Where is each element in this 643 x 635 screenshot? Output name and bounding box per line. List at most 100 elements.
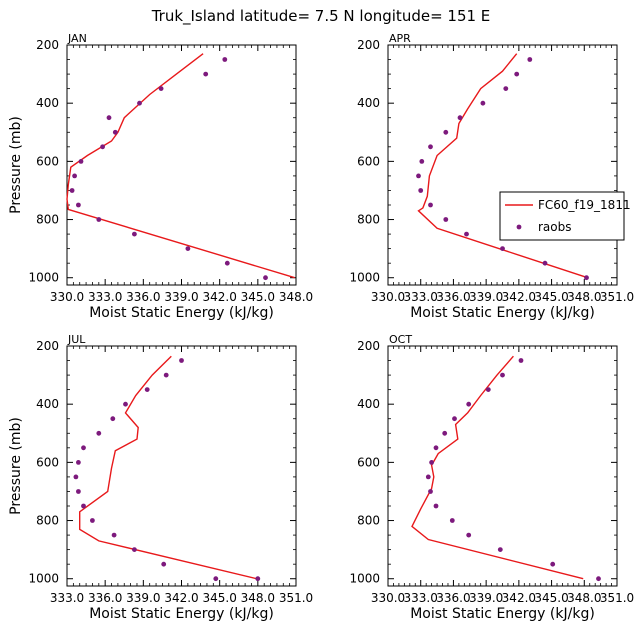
y-tick-label-apr-1: 400 <box>357 96 380 110</box>
data-point-raobs-apr-0 <box>527 57 533 62</box>
x-tick-label-oct-5: 345.0 <box>534 591 568 605</box>
x-axis-label-jan: Moist Static Energy (kJ/kg) <box>89 305 274 321</box>
data-point-raobs-oct-13 <box>497 547 503 552</box>
y-tick-label-jan-1: 400 <box>36 96 59 110</box>
x-tick-label-oct-6: 348.0 <box>567 591 601 605</box>
data-point-raobs-apr-3 <box>480 100 486 106</box>
data-point-raobs-jul-8 <box>73 474 79 480</box>
data-point-raobs-jul-14 <box>161 561 167 567</box>
data-point-raobs-apr-15 <box>584 275 589 281</box>
x-tick-label-jan-2: 336.0 <box>126 290 160 304</box>
x-tick-label-oct-3: 339.0 <box>469 591 503 605</box>
y-tick-label-jul-3: 800 <box>36 514 59 528</box>
data-point-raobs-jan-6 <box>100 144 105 150</box>
x-tick-label-apr-2: 336.0 <box>436 290 470 304</box>
panel-jan: JAN 330.0 333.0 336.0 339.0 342.0 345.0 348.0 20… <box>8 32 313 321</box>
figure-title: Truk_Island latitude= 7.5 N longitude= 1… <box>151 7 491 26</box>
y-tick-label-oct-3: 800 <box>357 514 380 528</box>
x-tick-label-jul-6: 351.0 <box>279 591 313 605</box>
data-point-raobs-jul-13 <box>132 547 137 552</box>
data-point-raobs-oct-15 <box>596 576 601 582</box>
x-tick-label-oct-7: 351.0 <box>600 591 634 605</box>
data-point-raobs-jan-7 <box>78 159 84 164</box>
data-point-raobs-jan-5 <box>112 129 118 135</box>
x-tick-label-apr-7: 351.0 <box>600 290 634 304</box>
panel-label-jul: JUL <box>67 333 86 346</box>
data-point-raobs-jul-12 <box>111 532 117 538</box>
x-tick-label-oct-0: 330.0 <box>371 591 405 605</box>
x-tick-label-jul-0: 333.0 <box>50 591 84 605</box>
x-tick-label-jul-2: 339.0 <box>126 591 160 605</box>
legend-dot-swatch <box>516 224 522 230</box>
data-point-raobs-jan-12 <box>132 231 137 237</box>
y-tick-label-apr-0: 200 <box>357 38 380 52</box>
data-point-raobs-jul-11 <box>90 518 95 523</box>
data-point-raobs-apr-1 <box>514 71 520 77</box>
y-axis-label-jan: Pressure (mb) <box>8 116 24 214</box>
data-point-raobs-oct-4 <box>452 416 457 422</box>
x-tick-label-apr-4: 342.0 <box>502 290 536 304</box>
y-tick-label-oct-4: 1000 <box>349 572 380 586</box>
y-tick-label-jan-3: 800 <box>36 213 59 227</box>
data-point-raobs-jul-3 <box>123 401 128 407</box>
x-axis-label-oct: Moist Static Energy (kJ/kg) <box>410 606 595 622</box>
data-point-raobs-jul-9 <box>76 489 81 494</box>
series-line-fc60-f19-1811-oct <box>411 355 584 580</box>
y-tick-label-jul-4: 1000 <box>28 572 59 586</box>
y-tick-label-jan-0: 200 <box>36 38 59 52</box>
x-tick-label-apr-3: 339.0 <box>469 290 503 304</box>
x-tick-label-apr-6: 348.0 <box>567 290 601 304</box>
series-line-fc60-f19-1811-apr <box>417 53 588 279</box>
x-tick-label-jan-5: 345.0 <box>241 290 275 304</box>
data-point-raobs-oct-6 <box>433 445 439 451</box>
data-point-raobs-oct-14 <box>550 561 556 567</box>
data-point-raobs-jan-10 <box>76 202 81 208</box>
data-point-raobs-apr-5 <box>443 129 449 135</box>
data-point-raobs-jan-14 <box>224 260 230 266</box>
legend-label-obs: raobs <box>538 220 572 234</box>
data-point-raobs-apr-14 <box>542 260 548 266</box>
y-axis-label-jul: Pressure (mb) <box>8 417 24 515</box>
x-tick-label-jan-4: 342.0 <box>202 290 236 304</box>
x-tick-label-jul-4: 345.0 <box>202 591 236 605</box>
data-point-raobs-apr-11 <box>443 217 449 222</box>
data-point-raobs-jan-13 <box>185 246 191 252</box>
data-point-raobs-oct-11 <box>449 518 455 523</box>
data-point-raobs-apr-7 <box>419 159 425 164</box>
x-tick-label-jan-6: 348.0 <box>279 290 313 304</box>
data-point-raobs-apr-8 <box>416 173 421 179</box>
x-tick-label-jul-5: 348.0 <box>241 591 275 605</box>
data-point-raobs-jul-4 <box>110 416 116 422</box>
y-tick-label-apr-3: 800 <box>357 213 380 227</box>
y-tick-label-apr-4: 1000 <box>349 271 380 285</box>
y-tick-label-oct-0: 200 <box>357 339 380 353</box>
data-point-raobs-oct-0 <box>518 358 524 363</box>
series-line-fc60-f19-1811-jan <box>66 53 295 279</box>
data-point-raobs-oct-8 <box>425 474 431 480</box>
x-tick-label-jul-3: 342.0 <box>164 591 198 605</box>
x-tick-label-oct-4: 342.0 <box>502 591 536 605</box>
y-tick-label-jul-2: 600 <box>36 455 59 469</box>
data-point-raobs-jan-9 <box>69 188 75 193</box>
data-point-raobs-jul-16 <box>255 576 261 582</box>
y-tick-label-jan-4: 1000 <box>28 271 59 285</box>
y-tick-label-jul-0: 200 <box>36 339 59 353</box>
x-tick-label-jul-1: 336.0 <box>88 591 122 605</box>
x-tick-label-oct-1: 333.0 <box>404 591 438 605</box>
data-point-raobs-oct-1 <box>500 372 505 378</box>
x-tick-label-jan-0: 330.0 <box>50 290 84 304</box>
y-tick-label-jan-2: 600 <box>36 154 59 168</box>
y-tick-label-oct-1: 400 <box>357 397 380 411</box>
data-point-raobs-apr-2 <box>503 86 509 91</box>
data-point-raobs-apr-10 <box>428 202 433 208</box>
x-axis-label-jul: Moist Static Energy (kJ/kg) <box>89 606 274 622</box>
data-point-raobs-jul-0 <box>179 358 184 363</box>
data-point-raobs-jan-3 <box>137 100 142 106</box>
data-point-raobs-jul-2 <box>144 387 150 392</box>
legend-label-model: FC60_f19_1811 <box>538 198 631 212</box>
x-tick-label-apr-1: 333.0 <box>404 290 438 304</box>
panel-apr: APR 330.0333.0336.0339.0342.0345.0348.035… <box>349 32 634 321</box>
data-point-raobs-jan-2 <box>158 86 164 91</box>
data-point-raobs-jul-6 <box>81 445 86 451</box>
